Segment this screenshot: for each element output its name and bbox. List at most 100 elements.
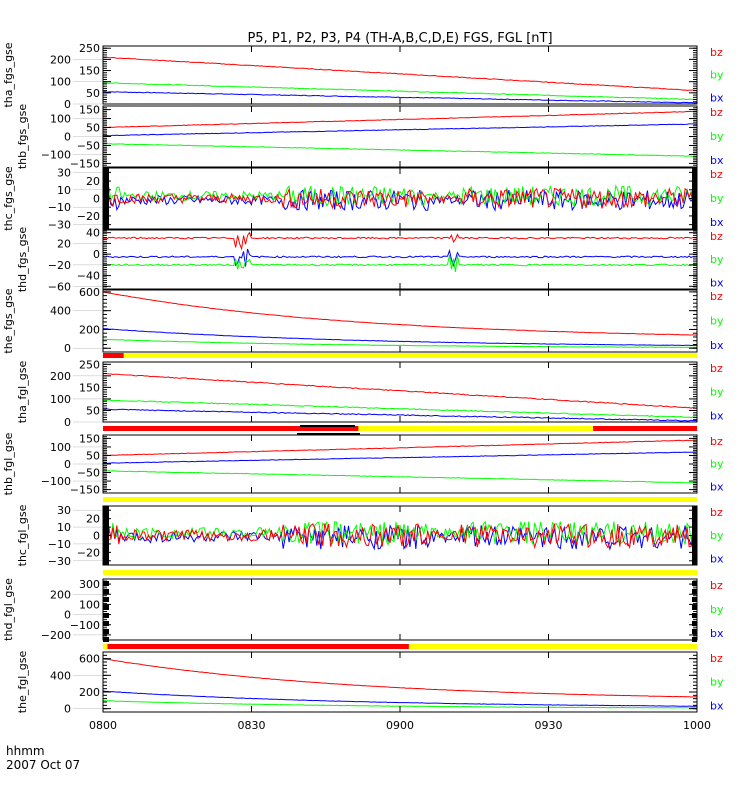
panel-frame xyxy=(102,361,698,423)
y-tick-label: 200 xyxy=(50,588,71,601)
panel-frame xyxy=(102,45,698,105)
series-bx-line xyxy=(102,123,697,137)
mode-bar-segment xyxy=(107,644,409,649)
y-axis-label: thd_fgs_gse xyxy=(16,227,29,293)
y-tick-label: 0 xyxy=(64,416,71,429)
y-tick-label: 30 xyxy=(57,504,71,517)
legend-bx: bx xyxy=(710,276,724,289)
y-tick-label: 250 xyxy=(79,358,100,371)
legend-by: by xyxy=(710,676,724,689)
y-axis-label: thc_fgl_gse xyxy=(16,504,29,566)
y-tick-label: −150 xyxy=(70,157,100,170)
y-tick-label: −30 xyxy=(48,219,71,232)
legend-bz: bz xyxy=(710,435,723,448)
series-by-line xyxy=(102,254,698,273)
quality-flag-marker xyxy=(297,433,360,435)
y-tick-label: −100 xyxy=(41,148,71,161)
y-tick-label: 150 xyxy=(79,104,100,117)
mode-bar-segment xyxy=(123,353,698,358)
y-tick-label: 0 xyxy=(93,193,100,206)
y-tick-label: 100 xyxy=(50,113,71,126)
y-axis-label: thd_fgl_gse xyxy=(2,578,15,641)
series-bx-line xyxy=(102,248,698,268)
legend-bz: bz xyxy=(710,168,723,181)
series-by-line xyxy=(102,142,698,157)
legend-by: by xyxy=(710,315,724,328)
panel-tha_fgs_gse: 250 200 150 100 50 0 tha_fgs_gse bz by bx xyxy=(2,42,724,111)
legend-by: by xyxy=(710,386,724,399)
y-tick-label: 400 xyxy=(50,669,71,682)
panel-thd_fgl_gse: 300 200 100 0−100−200 thd_fgl_gse bz by bx xyxy=(2,578,724,642)
y-tick-label: 10 xyxy=(57,521,71,534)
y-axis-label: tha_fgs_gse xyxy=(2,42,15,107)
panel-the_fgs_gse: 600 400 200 0 the_fgs_gse bz by bx xyxy=(2,286,724,355)
series-bz-line xyxy=(102,231,698,251)
legend-bx: bx xyxy=(710,154,724,167)
y-tick-label: 0 xyxy=(64,609,71,622)
y-tick-label: 0 xyxy=(64,98,71,111)
mode-bar-segment xyxy=(103,497,697,502)
y-tick-label: 200 xyxy=(50,53,71,66)
chart-title: P5, P1, P2, P3, P4 (TH-A,B,C,D,E) FGS, F… xyxy=(247,31,552,46)
y-tick-label: −20 xyxy=(77,546,100,559)
y-tick-label: 20 xyxy=(57,237,71,250)
x-tick-label: 0830 xyxy=(238,719,266,732)
series-bz-line xyxy=(102,372,698,409)
legend-bx: bx xyxy=(710,699,724,712)
y-tick-label: 150 xyxy=(79,381,100,394)
panel-frame xyxy=(102,289,698,353)
panel-thc_fgs_gse: 30 20 10 0 −10 −20 −30 thc_fgs_gse bz by bx xyxy=(2,166,724,232)
mode-bar-segment xyxy=(103,426,359,431)
y-tick-label: 0 xyxy=(93,248,100,261)
series-bx-line xyxy=(102,328,697,347)
quality-flag-marker xyxy=(300,425,355,427)
x-axis-label: hhmm xyxy=(6,744,45,758)
y-tick-label: 200 xyxy=(50,370,71,383)
y-tick-label: −100 xyxy=(41,475,71,488)
series-bx-line xyxy=(102,690,698,707)
series-by-line xyxy=(102,520,698,547)
y-tick-label: −10 xyxy=(48,201,71,214)
y-tick-label: 100 xyxy=(79,598,100,611)
y-tick-label: 0 xyxy=(64,131,71,144)
y-tick-label: 0 xyxy=(64,342,71,355)
mode-bar-segment xyxy=(593,426,697,431)
y-tick-label: −100 xyxy=(70,619,100,632)
y-tick-label: −150 xyxy=(70,484,100,497)
legend-bz: bz xyxy=(710,652,723,665)
series-by-line xyxy=(102,82,697,101)
x-tick-label: 0900 xyxy=(386,719,414,732)
y-tick-label: −20 xyxy=(77,210,100,223)
mode-bar-segment xyxy=(358,426,594,431)
legend-bz: bz xyxy=(710,46,723,59)
y-tick-label: 50 xyxy=(86,449,100,462)
y-tick-label: −200 xyxy=(41,629,71,642)
y-tick-label: −50 xyxy=(77,139,100,152)
x-tick-label: 0800 xyxy=(89,719,117,732)
panel-frame xyxy=(102,434,698,494)
series-by-line xyxy=(102,399,698,419)
series-by-line xyxy=(102,338,697,348)
y-tick-label: −60 xyxy=(48,280,71,293)
legend-by: by xyxy=(710,192,724,205)
y-tick-label: 250 xyxy=(79,42,100,55)
x-tick-label: 0930 xyxy=(535,719,563,732)
legend-by: by xyxy=(710,603,724,616)
legend-by: by xyxy=(710,253,724,266)
series-by-line xyxy=(102,184,698,208)
panel-thb_fgs_gse: 150 100 50 0 −50 −100−150 thb_fgs_gse bz by bx xyxy=(16,104,724,171)
y-tick-label: 200 xyxy=(79,323,100,336)
legend-by: by xyxy=(710,458,724,471)
y-tick-label: 300 xyxy=(79,578,100,591)
y-tick-label: −20 xyxy=(48,259,71,272)
series-bz-line xyxy=(102,56,698,92)
y-tick-label: 40 xyxy=(86,227,100,240)
y-tick-label: 10 xyxy=(57,184,71,197)
y-tick-label: −50 xyxy=(77,467,100,480)
mode-bar-segment xyxy=(103,644,108,649)
y-tick-label: 150 xyxy=(79,65,100,78)
series-bz-line xyxy=(102,110,698,129)
legend-bx: bx xyxy=(710,627,724,640)
y-tick-label: 150 xyxy=(79,432,100,445)
